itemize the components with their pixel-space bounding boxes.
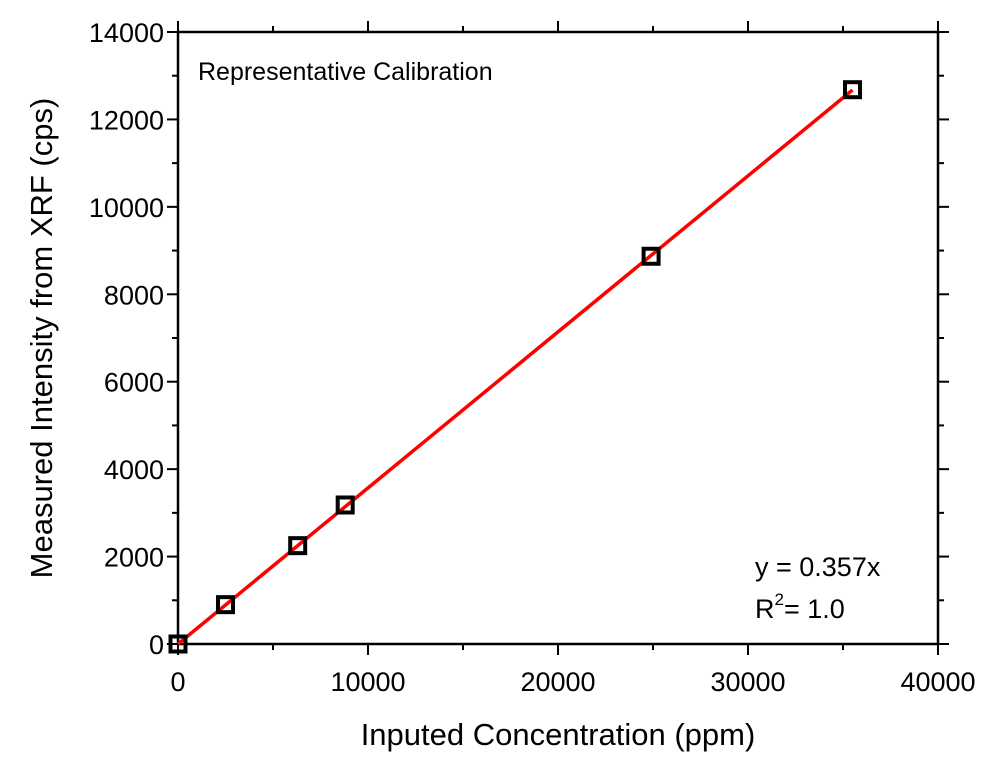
r-squared-superscript: 2 [775,590,784,609]
r-squared-label: R2= 1.0 [755,590,845,624]
data-point [335,495,355,515]
x-tick-label: 10000 [330,667,405,697]
y-tick-label: 2000 [104,543,164,573]
y-axis-label: Measured Intensity from XRF (cps) [24,98,59,579]
data-point [216,595,235,615]
y-tick-label: 0 [149,630,164,660]
y-axis-ticks: 0 2000 4000 6000 8000 10000 12000 14000 [89,18,949,660]
data-points-layer [168,80,862,654]
fit-equation: y = 0.357x [755,552,881,582]
y-tick-label: 6000 [104,368,164,398]
r-squared-value: = 1.0 [784,594,845,624]
x-tick-label: 20000 [520,667,595,697]
data-point [843,80,862,100]
y-tick-label: 14000 [89,18,164,48]
chart-title: Representative Calibration [198,58,493,86]
x-tick-label: 40000 [900,667,975,697]
fit-line [176,88,854,646]
data-point [641,246,661,266]
r-squared-base: R [755,594,775,624]
y-tick-label: 10000 [89,193,164,223]
fit-line-layer [176,88,854,646]
data-point [288,536,308,556]
data-point [168,634,188,654]
y-tick-label: 12000 [89,105,164,135]
x-tick-label: 30000 [710,667,785,697]
x-tick-label: 0 [170,667,185,697]
x-axis-label: Inputed Concentration (ppm) [361,717,756,752]
y-tick-label: 4000 [104,455,164,485]
y-tick-label: 8000 [104,280,164,310]
x-axis-ticks: 0 10000 20000 30000 40000 [170,21,976,697]
